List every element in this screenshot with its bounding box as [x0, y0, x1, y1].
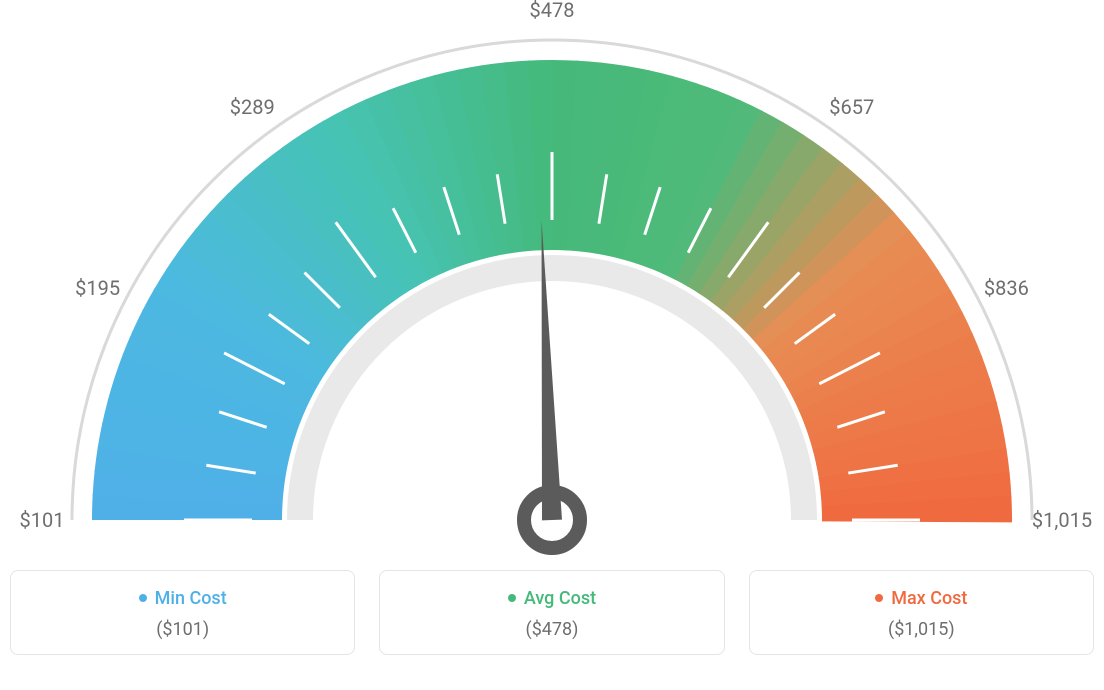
dot-icon: [875, 594, 883, 602]
gauge-svg: [0, 0, 1104, 560]
gauge-tick-label: $101: [20, 508, 65, 532]
legend-title-text: Avg Cost: [524, 588, 596, 609]
legend-title-avg: Avg Cost: [508, 588, 596, 609]
legend-value-max: ($1,015): [760, 619, 1083, 640]
legend-card-min: Min Cost ($101): [10, 570, 355, 655]
gauge-tick-label: $836: [984, 276, 1029, 300]
legend-title-max: Max Cost: [875, 588, 967, 609]
gauge-chart: $101 $195 $289 $478 $657 $836 $1,015: [0, 0, 1104, 560]
gauge-tick-label: $657: [829, 95, 874, 119]
legend-value-min: ($101): [21, 619, 344, 640]
gauge-tick-label: $1,015: [1032, 508, 1092, 532]
dot-icon: [139, 594, 147, 602]
dot-icon: [508, 594, 516, 602]
legend-title-min: Min Cost: [139, 588, 227, 609]
legend-title-text: Max Cost: [891, 588, 967, 609]
legend-value-avg: ($478): [390, 619, 713, 640]
legend-title-text: Min Cost: [155, 588, 227, 609]
gauge-tick-label: $195: [75, 276, 120, 300]
gauge-tick-label: $478: [530, 0, 575, 22]
legend-card-max: Max Cost ($1,015): [749, 570, 1094, 655]
legend-card-avg: Avg Cost ($478): [379, 570, 724, 655]
legend-row: Min Cost ($101) Avg Cost ($478) Max Cost…: [0, 570, 1104, 655]
gauge-tick-label: $289: [230, 95, 275, 119]
